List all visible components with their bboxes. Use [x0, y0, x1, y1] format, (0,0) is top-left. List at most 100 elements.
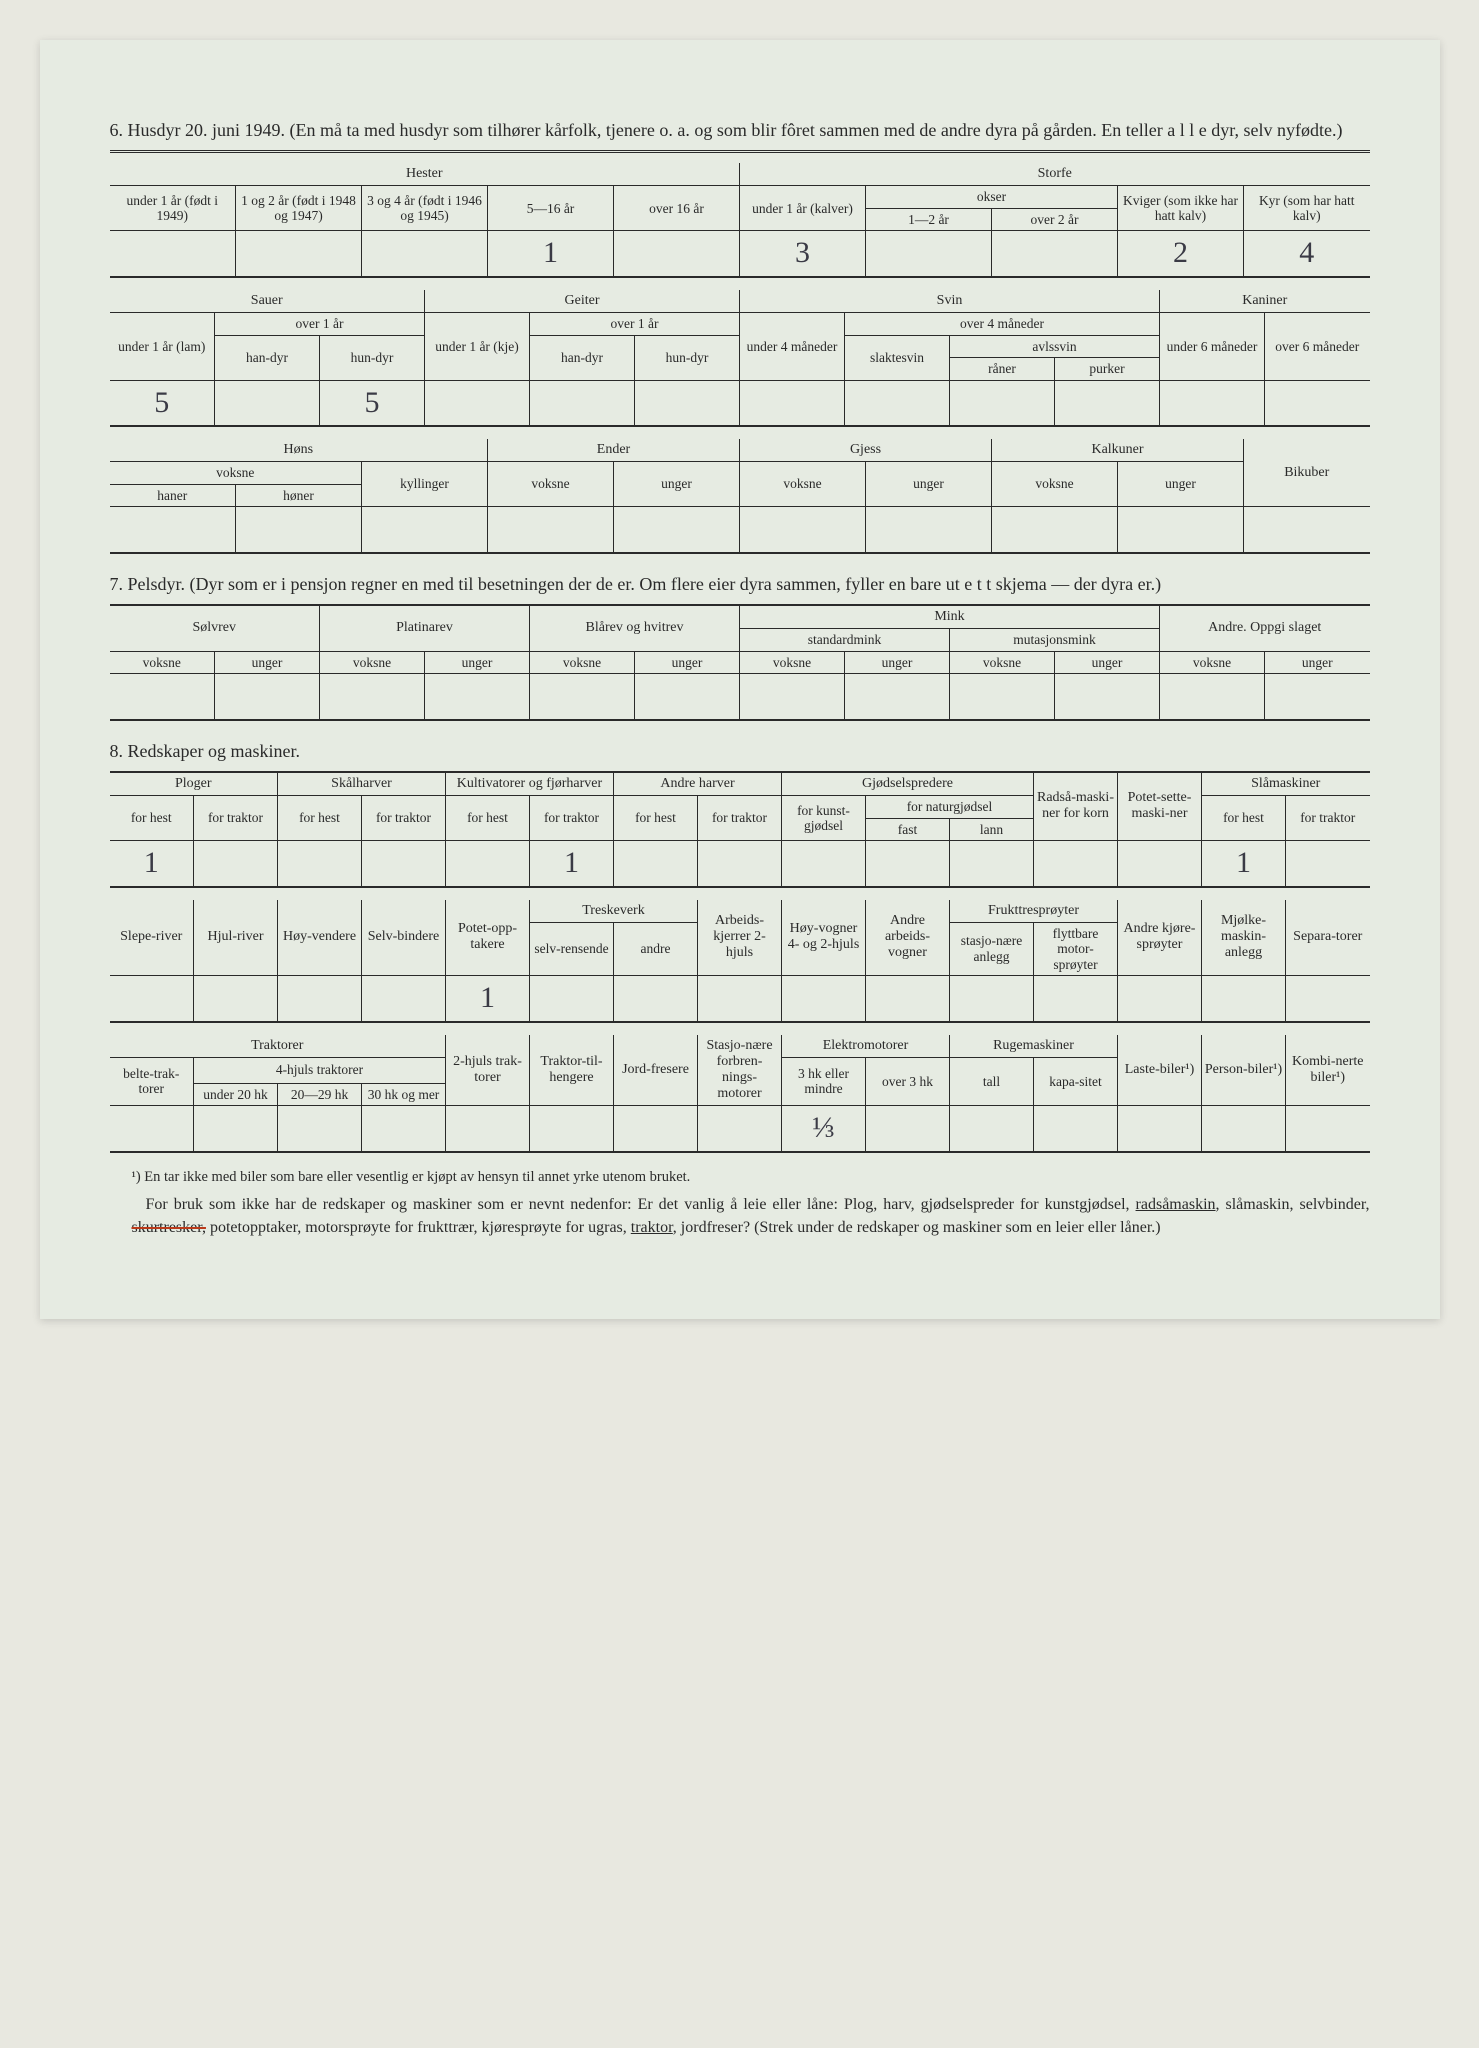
cell[interactable]	[698, 841, 782, 887]
cell[interactable]	[1202, 1106, 1286, 1152]
cell[interactable]	[1286, 976, 1370, 1022]
cell[interactable]	[446, 1106, 530, 1152]
cell[interactable]: 1	[1202, 841, 1286, 887]
cell[interactable]	[1118, 1106, 1202, 1152]
cell[interactable]	[215, 380, 320, 426]
cell[interactable]	[236, 231, 362, 277]
cell[interactable]	[866, 507, 992, 553]
sa-hun: hun-dyr	[320, 335, 425, 380]
cell[interactable]: 1	[446, 976, 530, 1022]
cell[interactable]: 5	[110, 380, 215, 426]
cell[interactable]	[194, 976, 278, 1022]
cell[interactable]	[614, 976, 698, 1022]
cell[interactable]	[950, 976, 1034, 1022]
cell[interactable]	[845, 380, 950, 426]
cell[interactable]	[992, 231, 1118, 277]
cell[interactable]	[320, 674, 425, 720]
cell[interactable]: 1	[530, 841, 614, 887]
cell[interactable]	[992, 507, 1118, 553]
cell[interactable]	[215, 674, 320, 720]
cell[interactable]	[740, 380, 845, 426]
cell[interactable]	[194, 1106, 278, 1152]
cell[interactable]	[362, 507, 488, 553]
cell[interactable]	[362, 1106, 446, 1152]
cell[interactable]	[1286, 1106, 1370, 1152]
cell[interactable]	[362, 841, 446, 887]
cell[interactable]	[1034, 976, 1118, 1022]
cell[interactable]: 3	[740, 231, 866, 277]
cell[interactable]	[110, 976, 194, 1022]
cell[interactable]	[362, 231, 488, 277]
cell[interactable]	[614, 507, 740, 553]
cell[interactable]: 5	[320, 380, 425, 426]
sub-voksne: voksne	[530, 651, 635, 674]
cell[interactable]	[866, 231, 992, 277]
cell[interactable]	[1244, 507, 1370, 553]
cell[interactable]	[530, 380, 635, 426]
cell[interactable]: 1	[488, 231, 614, 277]
cell[interactable]	[635, 674, 740, 720]
cell[interactable]	[1055, 380, 1160, 426]
cell[interactable]	[950, 1106, 1034, 1152]
hdr-ruge: Rugemaskiner	[950, 1035, 1118, 1058]
cell[interactable]	[1118, 507, 1244, 553]
cell[interactable]	[530, 1106, 614, 1152]
cell[interactable]	[425, 380, 530, 426]
cell[interactable]	[446, 841, 530, 887]
cell[interactable]	[110, 231, 236, 277]
cell[interactable]	[278, 976, 362, 1022]
cell[interactable]	[1286, 841, 1370, 887]
cell[interactable]	[1202, 976, 1286, 1022]
cell[interactable]	[740, 674, 845, 720]
cell[interactable]	[110, 507, 236, 553]
cell[interactable]	[1055, 674, 1160, 720]
cell[interactable]	[698, 1106, 782, 1152]
cell[interactable]	[1160, 674, 1265, 720]
sa-han: han-dyr	[215, 335, 320, 380]
section8-heading: 8. Redskaper og maskiner.	[110, 739, 1370, 763]
hdr-selv: Selv-bindere	[362, 900, 446, 976]
cell[interactable]	[1118, 841, 1202, 887]
cell[interactable]	[950, 380, 1055, 426]
cell[interactable]	[110, 674, 215, 720]
cell[interactable]	[362, 976, 446, 1022]
cell[interactable]	[614, 1106, 698, 1152]
cell[interactable]	[278, 841, 362, 887]
cell[interactable]	[425, 674, 530, 720]
cell[interactable]	[1034, 1106, 1118, 1152]
cell[interactable]	[530, 976, 614, 1022]
cell[interactable]	[278, 1106, 362, 1152]
cell[interactable]	[635, 380, 740, 426]
cell[interactable]	[866, 976, 950, 1022]
cell[interactable]: ⅓	[782, 1106, 866, 1152]
ka-unger: unger	[1118, 462, 1244, 507]
cell[interactable]	[1118, 976, 1202, 1022]
cell[interactable]	[236, 507, 362, 553]
cell[interactable]	[1265, 380, 1370, 426]
cell[interactable]	[782, 976, 866, 1022]
cell[interactable]	[488, 507, 614, 553]
cell[interactable]	[866, 1106, 950, 1152]
cell[interactable]	[1265, 674, 1370, 720]
cell[interactable]	[950, 674, 1055, 720]
sv-o4: over 4 måneder	[845, 313, 1160, 336]
cell[interactable]	[530, 674, 635, 720]
sub-voksne: voksne	[110, 651, 215, 674]
cell[interactable]	[866, 841, 950, 887]
cell[interactable]	[740, 507, 866, 553]
cell[interactable]	[614, 231, 740, 277]
cell[interactable]	[614, 841, 698, 887]
cell[interactable]	[1160, 380, 1265, 426]
cell[interactable]: 1	[110, 841, 194, 887]
cell[interactable]	[698, 976, 782, 1022]
cell[interactable]	[1034, 841, 1118, 887]
cell[interactable]: 2	[1118, 231, 1244, 277]
sub-u20: under 20 hk	[194, 1083, 278, 1106]
cell[interactable]	[110, 1106, 194, 1152]
cell[interactable]	[782, 841, 866, 887]
cell[interactable]	[950, 841, 1034, 887]
cell[interactable]	[845, 674, 950, 720]
hdr-solvrev: Sølvrev	[110, 605, 320, 651]
cell[interactable]: 4	[1244, 231, 1370, 277]
cell[interactable]	[194, 841, 278, 887]
